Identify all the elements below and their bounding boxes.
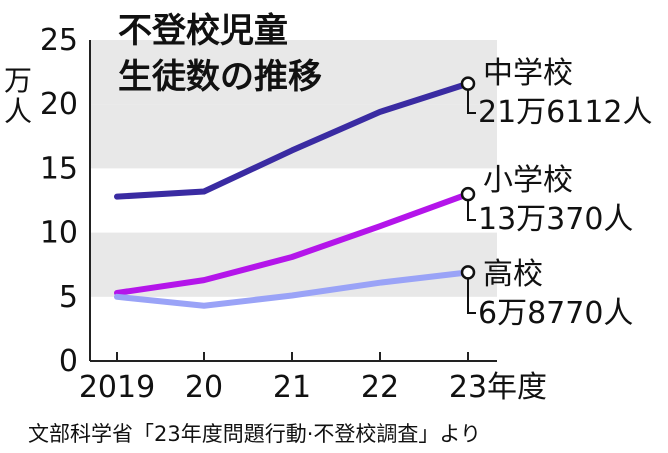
x-tick-label: 23 [449,370,487,405]
y-unit-label-2: 人 [4,95,32,128]
x-unit-label: 年度 [487,370,547,405]
y-tick-label: 0 [59,344,78,379]
y-tick-label: 15 [40,151,78,186]
background-band [90,104,497,169]
y-tick-label: 10 [40,216,78,251]
chart-title-line-1: 不登校児童 [118,11,288,51]
series-line [114,269,471,309]
x-tick-label: 20 [185,370,223,405]
series-lines [114,76,476,309]
series-name-label: 中学校 [483,56,573,91]
series-line [114,80,471,200]
y-unit-label-1: 万 [4,64,32,97]
y-tick-label: 5 [59,280,78,315]
y-tick-label: 20 [40,87,78,122]
x-tick-label: 22 [361,370,399,405]
series-line [114,191,471,296]
chart-title-line-2: 生徒数の推移 [118,57,322,97]
series-label-bracket [467,278,476,314]
y-axis-ticks: 0 5 10 15 20 25 [40,23,78,379]
series-end-marker [460,76,476,91]
series-name-label: 高校 [483,257,543,292]
series-end-marker [460,265,476,280]
background-bands [90,40,497,297]
series-value-label: 13万370人 [478,202,633,237]
series-end-marker [460,186,476,202]
x-tick-label: 21 [273,370,311,405]
x-tick-label: 2019 [79,370,155,405]
series-label-bracket [467,200,476,221]
series-name-label: 小学校 [483,163,573,198]
y-tick-label: 25 [40,23,78,58]
chart-source: 文部科学省「23年度問題行動·不登校調査」より [28,422,481,446]
x-axis-ticks: 2019 20 21 22 23 年度 [79,352,547,405]
series-label-bracket [467,89,476,114]
series-value-label: 6万8770人 [478,296,633,331]
series-value-label: 21万6112人 [478,95,653,130]
